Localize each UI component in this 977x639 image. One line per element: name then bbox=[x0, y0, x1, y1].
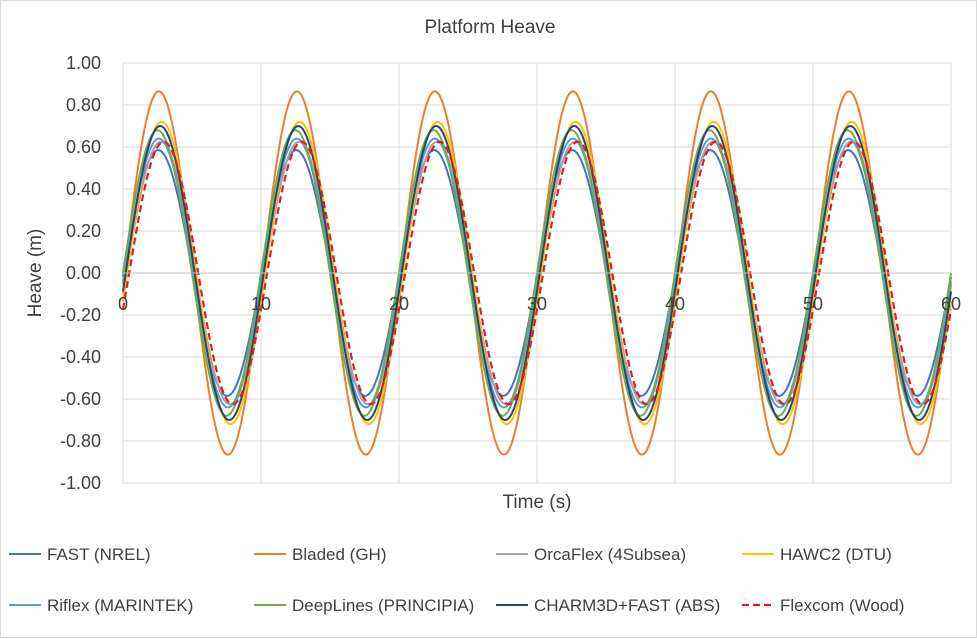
y-tick-label: 1.00 bbox=[66, 53, 101, 73]
legend-item-6: DeepLines (PRINCIPIA) bbox=[254, 596, 474, 615]
legend-item-7: CHARM3D+FAST (ABS) bbox=[496, 596, 720, 615]
y-tick-label: -1.00 bbox=[60, 473, 101, 493]
series-line-4 bbox=[122, 120, 952, 426]
y-tick-label: 0.80 bbox=[66, 95, 101, 115]
y-tick-labels: 1.00 0.80 0.60 0.40 0.20 0.00 -0.20 -0.40 -0.60 -… bbox=[60, 53, 101, 493]
y-tick-label: 0.00 bbox=[66, 263, 101, 283]
x-tick-label: 30 bbox=[527, 294, 547, 314]
x-tick-labels: 0 10 20 30 40 50 60 bbox=[118, 294, 961, 314]
legend-item-4: HAWC2 (DTU) bbox=[742, 545, 892, 564]
legend-label: Flexcom (Wood) bbox=[780, 596, 904, 615]
chart-title: Platform Heave bbox=[425, 17, 556, 38]
legend-label: Riflex (MARINTEK) bbox=[47, 596, 193, 615]
series-line-8 bbox=[121, 140, 953, 406]
series-line-7 bbox=[122, 125, 952, 421]
legend-label: OrcaFlex (4Subsea) bbox=[534, 545, 686, 564]
y-tick-label: 0.40 bbox=[66, 179, 101, 199]
x-axis-label: Time (s) bbox=[503, 492, 572, 513]
legend-label: DeepLines (PRINCIPIA) bbox=[292, 596, 474, 615]
y-tick-label: -0.80 bbox=[60, 431, 101, 451]
legend: FAST (NREL) Bladed (GH) OrcaFlex (4Subsea)… bbox=[9, 545, 904, 615]
series-line-5 bbox=[122, 137, 952, 409]
y-tick-label: 0.60 bbox=[66, 137, 101, 157]
y-tick-label: -0.20 bbox=[60, 305, 101, 325]
x-tick-label: 60 bbox=[941, 294, 961, 314]
y-tick-label: -0.60 bbox=[60, 389, 101, 409]
x-tick-label: 40 bbox=[665, 294, 685, 314]
x-tick-label: 10 bbox=[251, 294, 271, 314]
legend-label: CHARM3D+FAST (ABS) bbox=[534, 596, 720, 615]
legend-item-2: Bladed (GH) bbox=[254, 545, 386, 564]
legend-label: HAWC2 (DTU) bbox=[780, 545, 892, 564]
legend-item-5: Riflex (MARINTEK) bbox=[9, 596, 193, 615]
legend-item-8: Flexcom (Wood) bbox=[742, 596, 904, 615]
series-group bbox=[121, 90, 953, 456]
legend-label: FAST (NREL) bbox=[47, 545, 151, 564]
legend-item-3: OrcaFlex (4Subsea) bbox=[496, 545, 686, 564]
y-tick-label: -0.40 bbox=[60, 347, 101, 367]
x-tick-label: 50 bbox=[803, 294, 823, 314]
x-tick-label: 20 bbox=[389, 294, 409, 314]
legend-label: Bladed (GH) bbox=[292, 545, 386, 564]
y-axis-label: Heave (m) bbox=[25, 229, 46, 318]
x-tick-label: 0 bbox=[118, 294, 128, 314]
y-tick-label: 0.20 bbox=[66, 221, 101, 241]
legend-item-1: FAST (NREL) bbox=[9, 545, 151, 564]
